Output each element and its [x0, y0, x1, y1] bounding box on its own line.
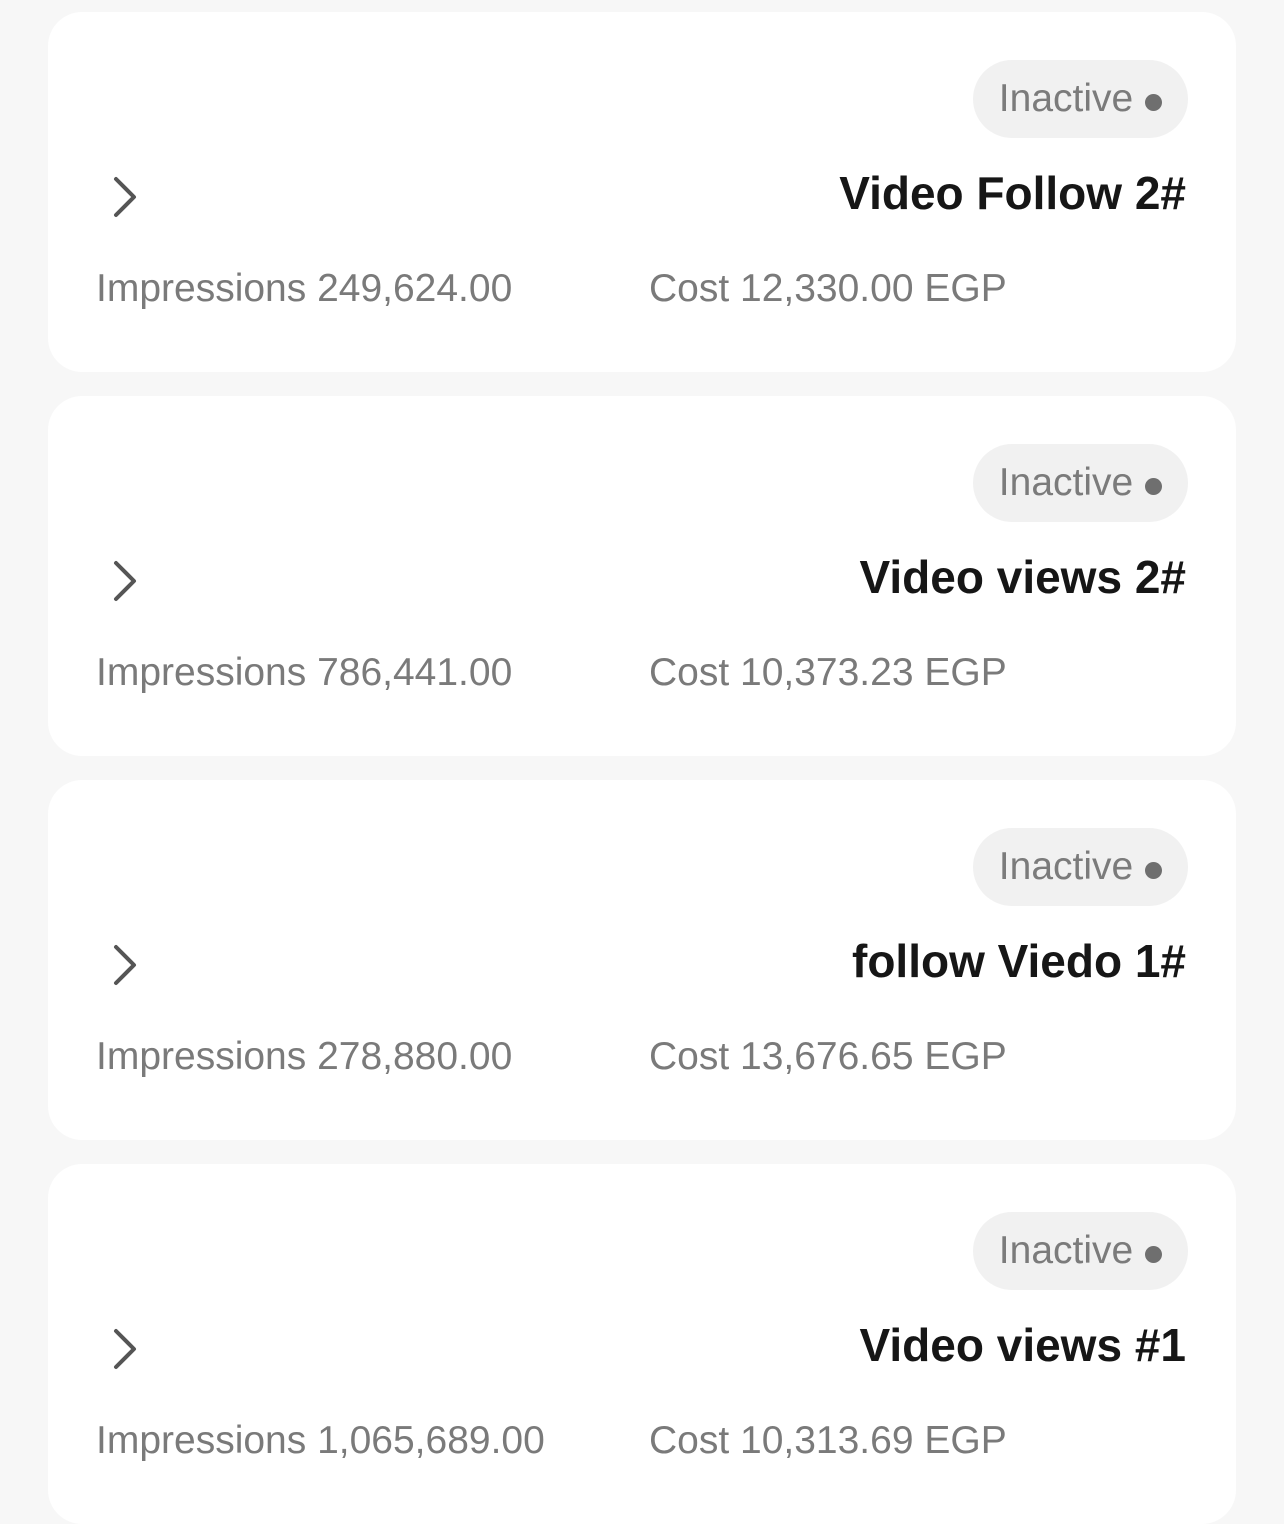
chevron-right-icon[interactable] [108, 559, 144, 603]
impressions-value: Impressions 278,880.00 [96, 1035, 513, 1078]
cost-value: Cost 12,330.00 EGP [649, 267, 1007, 310]
status-dot-icon [1145, 1245, 1163, 1263]
status-badge: Inactive [973, 444, 1188, 522]
status-dot-icon [1145, 477, 1163, 495]
cost-value: Cost 13,676.65 EGP [649, 1035, 1007, 1078]
campaign-card[interactable]: Inactive Video views 2# Impressions 786,… [48, 396, 1236, 756]
campaign-name: Video views 2# [859, 551, 1186, 603]
impressions-value: Impressions 249,624.00 [96, 267, 513, 310]
campaign-card[interactable]: Inactive Video Follow 2# Impressions 249… [48, 12, 1236, 372]
impressions-value: Impressions 1,065,689.00 [96, 1419, 545, 1462]
campaign-name: follow Viedo 1# [852, 935, 1186, 987]
status-dot-icon [1145, 93, 1163, 111]
status-badge: Inactive [973, 60, 1188, 138]
cost-value: Cost 10,373.23 EGP [649, 651, 1007, 694]
status-badge: Inactive [973, 1212, 1188, 1290]
campaign-card[interactable]: Inactive Video views #1 Impressions 1,06… [48, 1164, 1236, 1524]
cost-value: Cost 10,313.69 EGP [649, 1419, 1007, 1462]
campaign-card[interactable]: Inactive follow Viedo 1# Impressions 278… [48, 780, 1236, 1140]
campaign-name: Video Follow 2# [839, 167, 1186, 219]
status-label: Inactive [998, 845, 1134, 888]
status-badge: Inactive [973, 828, 1188, 906]
campaign-name: Video views #1 [859, 1319, 1186, 1371]
impressions-value: Impressions 786,441.00 [96, 651, 513, 694]
status-dot-icon [1145, 861, 1163, 879]
chevron-right-icon[interactable] [108, 1327, 144, 1371]
status-label: Inactive [998, 461, 1134, 504]
status-label: Inactive [998, 1229, 1134, 1272]
chevron-right-icon[interactable] [108, 943, 144, 987]
status-label: Inactive [998, 77, 1134, 120]
chevron-right-icon[interactable] [108, 175, 144, 219]
